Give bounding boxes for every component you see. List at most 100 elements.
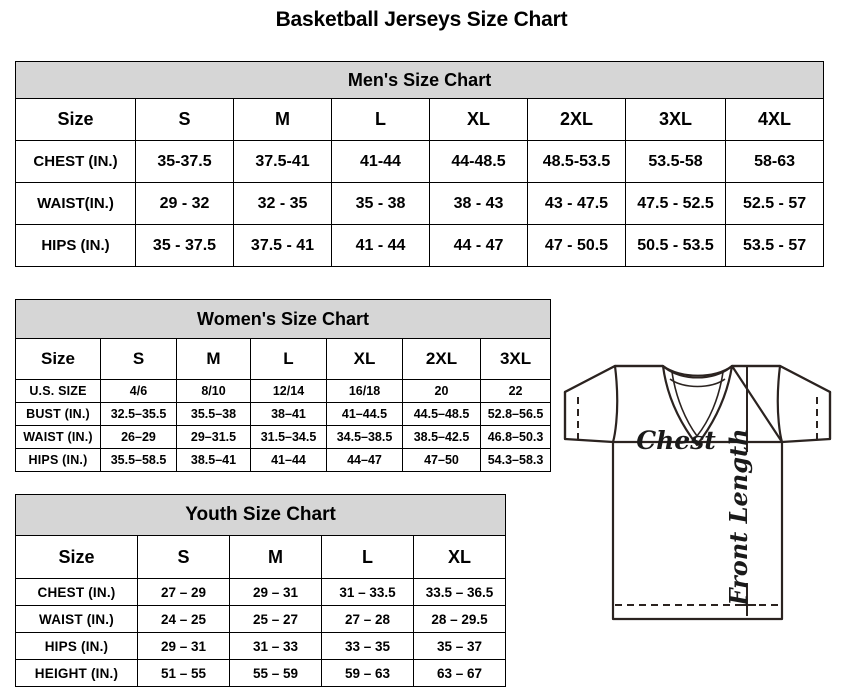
youth-chest-xl: 33.5 – 36.5	[412, 578, 507, 606]
mens-chest-xl: 44-48.5	[429, 140, 528, 183]
youth-waist-xl: 28 – 29.5	[412, 605, 507, 633]
mens-col-m: M	[233, 98, 332, 141]
mens-row-label-waist: WAIST(IN.)	[15, 182, 136, 225]
youth-col-xl: XL	[412, 535, 507, 579]
jersey-vneck-top-rim	[664, 367, 731, 379]
womens-col-s: S	[100, 338, 177, 380]
mens-chest-l: 41-44	[331, 140, 430, 183]
mens-waist-s: 29 - 32	[135, 182, 234, 225]
womens-col-size: Size	[15, 338, 101, 380]
womens-hips-xl: 44–47	[326, 448, 403, 472]
womens-waist-s: 26–29	[100, 425, 177, 449]
womens-hips-m: 38.5–41	[176, 448, 251, 472]
mens-waist-2xl: 43 - 47.5	[527, 182, 626, 225]
womens-hips-3xl: 54.3–58.3	[479, 448, 552, 472]
mens-header-row: Size S M L XL 2XL 3XL 4XL	[15, 98, 825, 141]
mens-waist-l: 35 - 38	[331, 182, 430, 225]
table-row: BUST (IN.) 32.5–35.5 35.5–38 38–41 41–44…	[15, 402, 552, 426]
mens-waist-xl: 38 - 43	[429, 182, 528, 225]
youth-hips-m: 31 – 33	[229, 632, 322, 660]
youth-size-chart-table: Youth Size Chart Size S M L XL CHEST (IN…	[14, 494, 507, 687]
table-row: CHEST (IN.) 27 – 29 29 – 31 31 – 33.5 33…	[15, 578, 507, 606]
mens-waist-m: 32 - 35	[233, 182, 332, 225]
mens-band-title: Men's Size Chart	[14, 61, 825, 99]
mens-hips-s: 35 - 37.5	[135, 224, 234, 267]
mens-chest-3xl: 53.5-58	[625, 140, 726, 183]
mens-col-4xl: 4XL	[724, 98, 825, 141]
mens-row-label-hips: HIPS (IN.)	[15, 224, 136, 267]
youth-chest-s: 27 – 29	[137, 578, 230, 606]
youth-hips-l: 33 – 35	[321, 632, 414, 660]
womens-col-l: L	[250, 338, 327, 380]
womens-waist-3xl: 46.8–50.3	[479, 425, 552, 449]
womens-band-row: Women's Size Chart	[14, 299, 552, 339]
jersey-measurement-diagram: Chest Front Length	[520, 335, 843, 679]
womens-us-size-2xl: 20	[402, 379, 481, 403]
womens-col-2xl: 2XL	[402, 338, 481, 380]
womens-row-label-waist: WAIST (IN.)	[15, 425, 101, 449]
womens-col-m: M	[176, 338, 251, 380]
mens-col-2xl: 2XL	[527, 98, 626, 141]
womens-waist-l: 31.5–34.5	[250, 425, 327, 449]
youth-row-label-chest: CHEST (IN.)	[15, 578, 138, 606]
youth-height-xl: 63 – 67	[412, 659, 507, 687]
table-row: HEIGHT (IN.) 51 – 55 55 – 59 59 – 63 63 …	[15, 659, 507, 687]
mens-col-l: L	[331, 98, 430, 141]
mens-chest-m: 37.5-41	[233, 140, 332, 183]
chest-measure-label: Chest	[636, 426, 716, 455]
womens-us-size-xl: 16/18	[326, 379, 403, 403]
mens-chest-4xl: 58-63	[724, 140, 825, 183]
womens-us-size-s: 4/6	[100, 379, 177, 403]
youth-col-m: M	[229, 535, 322, 579]
page-title: Basketball Jerseys Size Chart	[275, 8, 568, 31]
mens-col-3xl: 3XL	[625, 98, 726, 141]
youth-height-s: 51 – 55	[137, 659, 230, 687]
mens-waist-3xl: 47.5 - 52.5	[625, 182, 726, 225]
youth-col-size: Size	[15, 535, 138, 579]
womens-bust-m: 35.5–38	[176, 402, 251, 426]
youth-hips-xl: 35 – 37	[412, 632, 507, 660]
womens-col-xl: XL	[326, 338, 403, 380]
mens-hips-xl: 44 - 47	[429, 224, 528, 267]
youth-waist-s: 24 – 25	[137, 605, 230, 633]
womens-bust-s: 32.5–35.5	[100, 402, 177, 426]
youth-row-label-hips: HIPS (IN.)	[15, 632, 138, 660]
jersey-vneck-inner-line-2	[669, 378, 726, 388]
youth-row-label-waist: WAIST (IN.)	[15, 605, 138, 633]
mens-band-row: Men's Size Chart	[14, 61, 825, 99]
mens-hips-3xl: 50.5 - 53.5	[625, 224, 726, 267]
youth-hips-s: 29 – 31	[137, 632, 230, 660]
womens-us-size-l: 12/14	[250, 379, 327, 403]
table-row: WAIST(IN.) 29 - 32 32 - 35 35 - 38 38 - …	[15, 182, 825, 225]
mens-col-xl: XL	[429, 98, 528, 141]
mens-col-size: Size	[15, 98, 136, 141]
mens-row-label-chest: CHEST (IN.)	[15, 140, 136, 183]
womens-waist-2xl: 38.5–42.5	[402, 425, 481, 449]
youth-col-s: S	[137, 535, 230, 579]
womens-us-size-3xl: 22	[479, 379, 552, 403]
table-row: U.S. SIZE 4/6 8/10 12/14 16/18 20 22	[15, 379, 552, 403]
womens-band-title: Women's Size Chart	[14, 299, 552, 339]
youth-band-row: Youth Size Chart	[14, 494, 507, 536]
table-row: HIPS (IN.) 35 - 37.5 37.5 - 41 41 - 44 4…	[15, 224, 825, 267]
womens-bust-l: 38–41	[250, 402, 327, 426]
mens-hips-2xl: 47 - 50.5	[527, 224, 626, 267]
youth-waist-l: 27 – 28	[321, 605, 414, 633]
jersey-right-sleeve-shape	[776, 364, 832, 444]
womens-waist-m: 29–31.5	[176, 425, 251, 449]
jersey-illustration-svg: Chest Front Length	[563, 364, 832, 621]
womens-waist-xl: 34.5–38.5	[326, 425, 403, 449]
womens-col-3xl: 3XL	[479, 338, 552, 380]
table-row: HIPS (IN.) 35.5–58.5 38.5–41 41–44 44–47…	[15, 448, 552, 472]
womens-bust-2xl: 44.5–48.5	[402, 402, 481, 426]
mens-hips-4xl: 53.5 - 57	[724, 224, 825, 267]
table-row: WAIST (IN.) 26–29 29–31.5 31.5–34.5 34.5…	[15, 425, 552, 449]
front-length-measure-label: Front Length	[724, 428, 753, 606]
table-row: WAIST (IN.) 24 – 25 25 – 27 27 – 28 28 –…	[15, 605, 507, 633]
youth-chest-m: 29 – 31	[229, 578, 322, 606]
mens-hips-l: 41 - 44	[331, 224, 430, 267]
jersey-vneck-collar-outer	[661, 364, 734, 447]
youth-col-l: L	[321, 535, 414, 579]
youth-height-m: 55 – 59	[229, 659, 322, 687]
womens-bust-3xl: 52.8–56.5	[479, 402, 552, 426]
